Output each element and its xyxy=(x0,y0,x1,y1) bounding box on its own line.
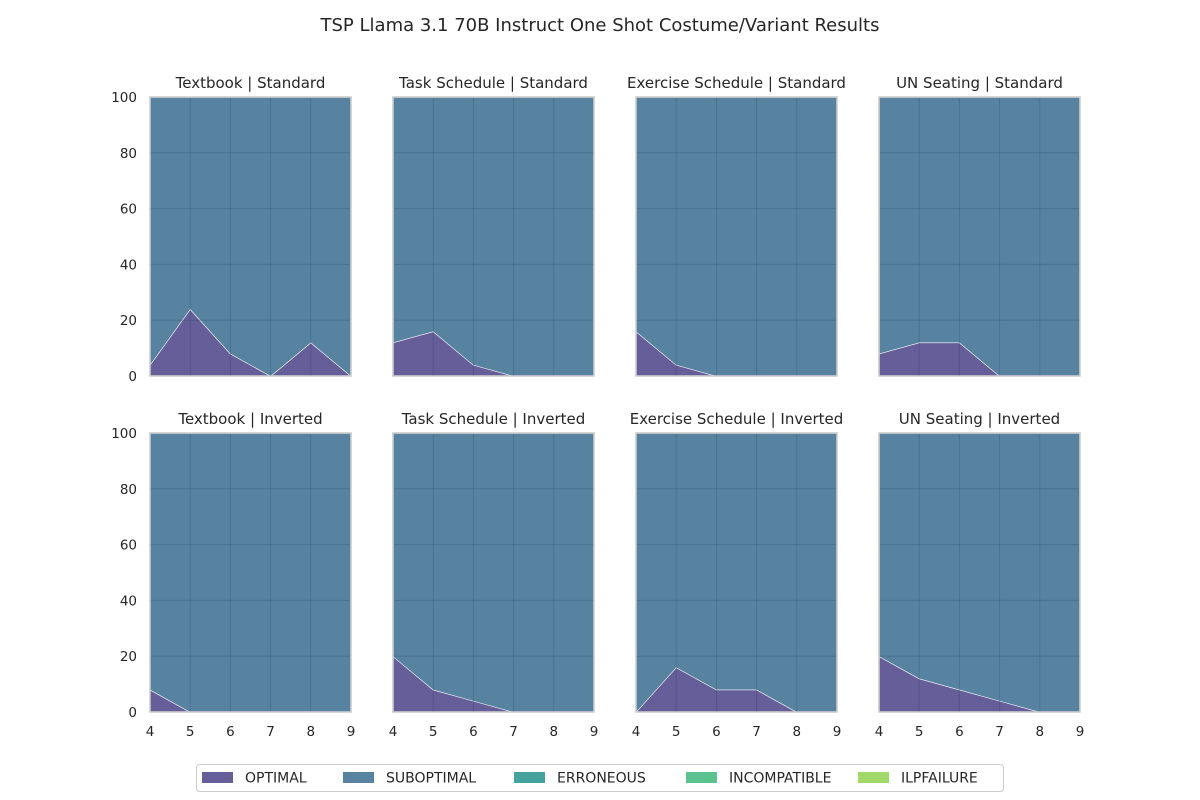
area-optimal xyxy=(393,656,594,712)
x-tick-label: 6 xyxy=(469,724,478,740)
plot-frame xyxy=(878,96,1081,377)
area-optimal xyxy=(150,309,351,376)
x-tick-label: 5 xyxy=(186,724,195,740)
x-tick-label: 4 xyxy=(146,724,155,740)
area-suboptimal xyxy=(636,433,837,712)
subplot-title: Task Schedule | Inverted xyxy=(401,410,586,428)
subplot-6: Task Schedule | Inverted 4 5 6 7 8 9 xyxy=(389,410,599,740)
area-optimal xyxy=(393,331,594,376)
legend-item-ilpfailure: ILPFAILURE xyxy=(858,771,978,787)
legend-item-erroneous: ERRONEOUS xyxy=(514,771,646,787)
x-tick-label: 7 xyxy=(752,724,761,740)
x-tick-label: 5 xyxy=(915,724,924,740)
y-tick-label: 0 xyxy=(128,705,137,721)
area-suboptimal xyxy=(636,97,837,376)
subplot-title: Exercise Schedule | Inverted xyxy=(630,410,844,428)
area-suboptimal xyxy=(879,433,1080,712)
area-optimal xyxy=(150,689,351,712)
legend: OPTIMAL SUBOPTIMAL ERRONEOUS INCOMPATIBLE IL… xyxy=(196,764,1004,792)
x-tick-label: 5 xyxy=(672,724,681,740)
plot-frame xyxy=(392,96,595,377)
subplot-2: Task Schedule | Standard xyxy=(392,74,595,377)
area-suboptimal xyxy=(393,433,594,712)
x-tick-label: 4 xyxy=(389,724,398,740)
y-tick-label: 20 xyxy=(120,313,137,329)
legend-swatch xyxy=(343,772,374,783)
x-tick-label: 6 xyxy=(955,724,964,740)
area-optimal xyxy=(636,331,837,376)
x-tick-label: 7 xyxy=(995,724,1004,740)
legend-swatch xyxy=(858,772,889,783)
y-tick-label: 100 xyxy=(111,90,137,106)
subplot-title: UN Seating | Inverted xyxy=(899,410,1060,428)
legend-label: INCOMPATIBLE xyxy=(729,771,831,787)
chart-title: TSP Llama 3.1 70B Instruct One Shot Cost… xyxy=(320,15,880,36)
area-suboptimal xyxy=(879,97,1080,376)
y-tick-label: 80 xyxy=(120,482,137,498)
subplot-1: Textbook | Standard 0 20 40 60 80 100 xyxy=(111,74,352,385)
x-tick-label: 7 xyxy=(266,724,275,740)
x-tick-label: 8 xyxy=(793,724,802,740)
legend-swatch xyxy=(202,772,233,783)
x-tick-label: 9 xyxy=(590,724,599,740)
subplot-title: Exercise Schedule | Standard xyxy=(627,74,846,92)
y-tick-label: 20 xyxy=(120,649,137,665)
plot-frame xyxy=(635,432,838,713)
subplot-title: Task Schedule | Standard xyxy=(398,74,588,92)
x-tick-label: 7 xyxy=(509,724,518,740)
plot-frame xyxy=(635,96,838,377)
x-tick-label: 4 xyxy=(632,724,641,740)
subplot-7: Exercise Schedule | Inverted 4 5 6 7 8 9 xyxy=(630,410,844,740)
area-suboptimal xyxy=(393,97,594,376)
subplot-title: UN Seating | Standard xyxy=(896,74,1063,92)
x-tick-label: 8 xyxy=(307,724,316,740)
plot-frame xyxy=(392,432,595,713)
subplot-8: UN Seating | Inverted 4 5 6 7 8 9 xyxy=(875,410,1085,740)
y-tick-label: 100 xyxy=(111,426,137,442)
y-tick-label: 0 xyxy=(128,369,137,385)
area-suboptimal xyxy=(150,433,351,712)
subplot-title: Textbook | Standard xyxy=(175,74,326,92)
y-tick-label: 40 xyxy=(120,593,137,609)
subplot-3: Exercise Schedule | Standard xyxy=(627,74,846,377)
legend-item-suboptimal: SUBOPTIMAL xyxy=(343,771,476,787)
area-optimal xyxy=(879,656,1080,712)
legend-label: SUBOPTIMAL xyxy=(386,771,476,787)
legend-label: ILPFAILURE xyxy=(901,771,978,787)
x-tick-label: 9 xyxy=(347,724,356,740)
x-tick-label: 9 xyxy=(833,724,842,740)
legend-swatch xyxy=(514,772,545,783)
plot-frame xyxy=(149,96,352,377)
legend-item-optimal: OPTIMAL xyxy=(202,771,307,787)
legend-label: ERRONEOUS xyxy=(557,771,646,787)
legend-item-incompatible: INCOMPATIBLE xyxy=(686,771,831,787)
legend-swatch xyxy=(686,772,717,783)
y-tick-label: 60 xyxy=(120,202,137,218)
x-tick-label: 9 xyxy=(1076,724,1085,740)
subplot-5: Textbook | Inverted 0 20 40 60 80 100 4 5 6 7 8 9 xyxy=(111,410,355,740)
x-tick-label: 6 xyxy=(226,724,235,740)
x-tick-label: 6 xyxy=(712,724,721,740)
subplot-title: Textbook | Inverted xyxy=(177,410,322,428)
legend-frame xyxy=(196,764,1004,792)
area-suboptimal xyxy=(150,97,351,376)
x-tick-label: 8 xyxy=(550,724,559,740)
y-tick-label: 80 xyxy=(120,146,137,162)
plot-frame xyxy=(149,432,352,713)
y-tick-label: 60 xyxy=(120,538,137,554)
legend-label: OPTIMAL xyxy=(245,771,307,787)
x-tick-label: 8 xyxy=(1036,724,1045,740)
subplot-4: UN Seating | Standard xyxy=(878,74,1081,377)
x-tick-label: 5 xyxy=(429,724,438,740)
x-tick-label: 4 xyxy=(875,724,884,740)
plot-frame xyxy=(878,432,1081,713)
y-tick-label: 40 xyxy=(120,257,137,273)
